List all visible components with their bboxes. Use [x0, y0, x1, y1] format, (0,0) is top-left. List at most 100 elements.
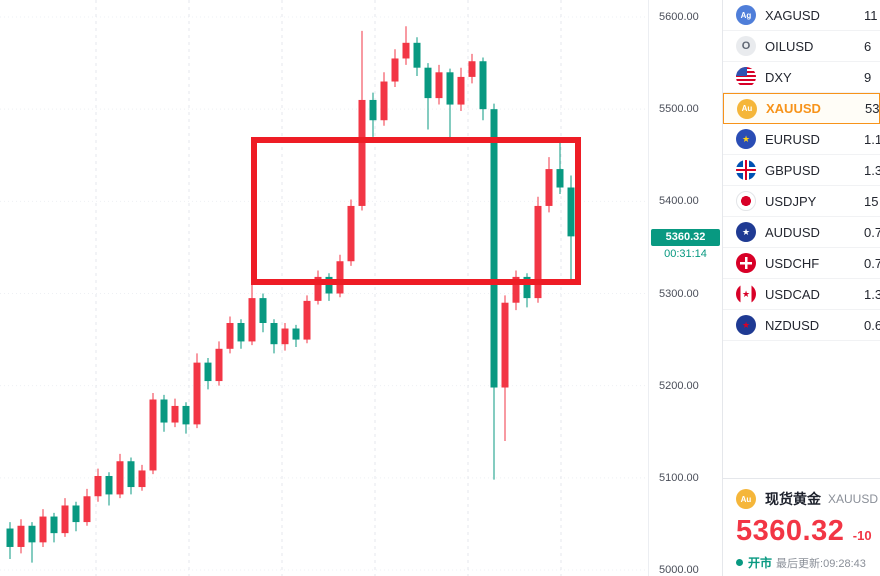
quote-panel: Au 现货黄金 XAUUSD 5360.32 -10 开市 最后更新:09:28… [723, 478, 880, 576]
candle [391, 49, 399, 88]
watchlist-symbol: GBPUSD [765, 162, 820, 178]
gold-coin-icon: Au [737, 98, 757, 119]
candle [402, 26, 410, 65]
candle [501, 295, 509, 441]
candle [380, 72, 388, 126]
candle [303, 295, 311, 344]
candle [160, 394, 168, 432]
chart-panel: 5360.32 00:31:14 5600.00 5500.00 5400.00 53… [0, 0, 722, 576]
watchlist-symbol: OILUSD [765, 38, 814, 54]
watchlist-symbol: AUDUSD [765, 224, 820, 240]
instrument-name: 现货黄金 [765, 491, 821, 507]
watchlist-row-audusd[interactable]: ★ AUDUSD 0.7 [723, 217, 880, 248]
instrument-symbol: XAUUSD [828, 492, 879, 506]
candle [545, 157, 553, 213]
last-update-time: 最后更新:09:28:43 [776, 557, 866, 570]
candle [523, 273, 531, 308]
watchlist-row-gbpusd[interactable]: GBPUSD 1.3 [723, 155, 880, 186]
gold-coin-icon: Au [736, 489, 756, 509]
price-axis-label: 5500.00 [659, 103, 699, 116]
candle [138, 464, 146, 491]
price-axis-label: 5400.00 [659, 195, 699, 208]
candle [72, 501, 80, 532]
candlestick-chart[interactable] [0, 0, 648, 576]
candle [204, 358, 212, 390]
candle [336, 254, 344, 298]
candle [94, 468, 102, 502]
watchlist-row-usdchf[interactable]: USDCHF 0.7 [723, 248, 880, 279]
price-change: -10 [852, 528, 872, 543]
watchlist-symbol: XAUUSD [766, 101, 821, 116]
watchlist-value: 1.1 [864, 131, 880, 147]
watchlist-value: 0.7 [864, 255, 880, 271]
watchlist-symbol: XAGUSD [765, 7, 820, 23]
candle [193, 353, 201, 429]
candle [259, 293, 267, 333]
watchlist-symbol: USDJPY [765, 193, 817, 209]
candle [281, 322, 289, 351]
watchlist-row-dxy[interactable]: DXY 9 [723, 62, 880, 93]
candle [215, 341, 223, 386]
silver-coin-icon: Ag [736, 5, 756, 25]
us-flag-icon [736, 67, 756, 87]
watchlist-value: 9 [864, 69, 872, 85]
price-axis-label: 5600.00 [659, 11, 699, 23]
candle [270, 319, 278, 354]
candle [413, 37, 421, 76]
candle [556, 138, 564, 194]
candle [28, 522, 36, 563]
watchlist-row-xauusd[interactable]: Au XAUUSD 53 [723, 93, 880, 124]
candle [6, 522, 14, 559]
market-status: 开市 [748, 556, 773, 570]
jp-flag-icon [736, 191, 756, 211]
oil-icon: O [736, 36, 756, 56]
eu-flag-icon: ★ [736, 129, 756, 149]
candle [50, 512, 58, 543]
watchlist-row-usdcad[interactable]: ★ USDCAD 1.3 [723, 279, 880, 310]
price-axis-label: 5100.00 [659, 471, 699, 484]
candle [347, 199, 355, 266]
candle [446, 68, 454, 142]
watchlist-value: 53 [865, 101, 880, 116]
last-price: 5360.32 [736, 515, 845, 547]
candle [534, 196, 542, 303]
uk-flag-icon [736, 160, 756, 180]
watchlist-value: 1.3 [864, 286, 880, 302]
candle [369, 92, 377, 137]
candle [325, 273, 333, 301]
watchlist-row-usdjpy[interactable]: USDJPY 15 [723, 186, 880, 217]
quote-price-row: 5360.32 -10 [736, 515, 880, 548]
watchlist-row-nzdusd[interactable]: ★ NZDUSD 0.6 [723, 310, 880, 341]
watchlist-symbol: DXY [765, 69, 792, 85]
watchlist-row-eurusd[interactable]: ★ EURUSD 1.1 [723, 124, 880, 155]
watchlist-value: 0.6 [864, 317, 880, 333]
candle [237, 319, 245, 349]
candle [83, 488, 91, 526]
watchlist-symbol: USDCAD [765, 286, 820, 302]
watchlist: Ag XAGUSD 11 O OILUSD 6 DXY 9 Au XAUUSD … [723, 0, 880, 341]
candle [358, 30, 366, 211]
candle [424, 63, 432, 130]
candle [457, 67, 465, 112]
watchlist-value: 6 [864, 38, 872, 54]
nz-flag-icon: ★ [736, 315, 756, 335]
candle [171, 398, 179, 428]
watchlist-row-oilusd[interactable]: O OILUSD 6 [723, 31, 880, 62]
watchlist-value: 1.3 [864, 162, 880, 178]
price-axis[interactable]: 5360.32 00:31:14 5600.00 5500.00 5400.00 53… [648, 0, 722, 576]
candle [61, 498, 69, 537]
candle [567, 175, 575, 285]
ch-flag-icon [736, 253, 756, 273]
bar-countdown-timer: 00:31:14 [664, 247, 707, 260]
candle [435, 64, 443, 105]
market-open-dot-icon [736, 559, 743, 566]
watchlist-symbol: NZDUSD [765, 317, 820, 333]
price-axis-label: 5300.00 [659, 287, 699, 300]
quote-header: Au 现货黄金 XAUUSD [736, 489, 880, 509]
watchlist-row-xagusd[interactable]: Ag XAGUSD 11 [723, 0, 880, 31]
candle [105, 472, 113, 506]
candle [248, 284, 256, 346]
price-axis-label: 5200.00 [659, 379, 699, 392]
candle [226, 316, 234, 354]
